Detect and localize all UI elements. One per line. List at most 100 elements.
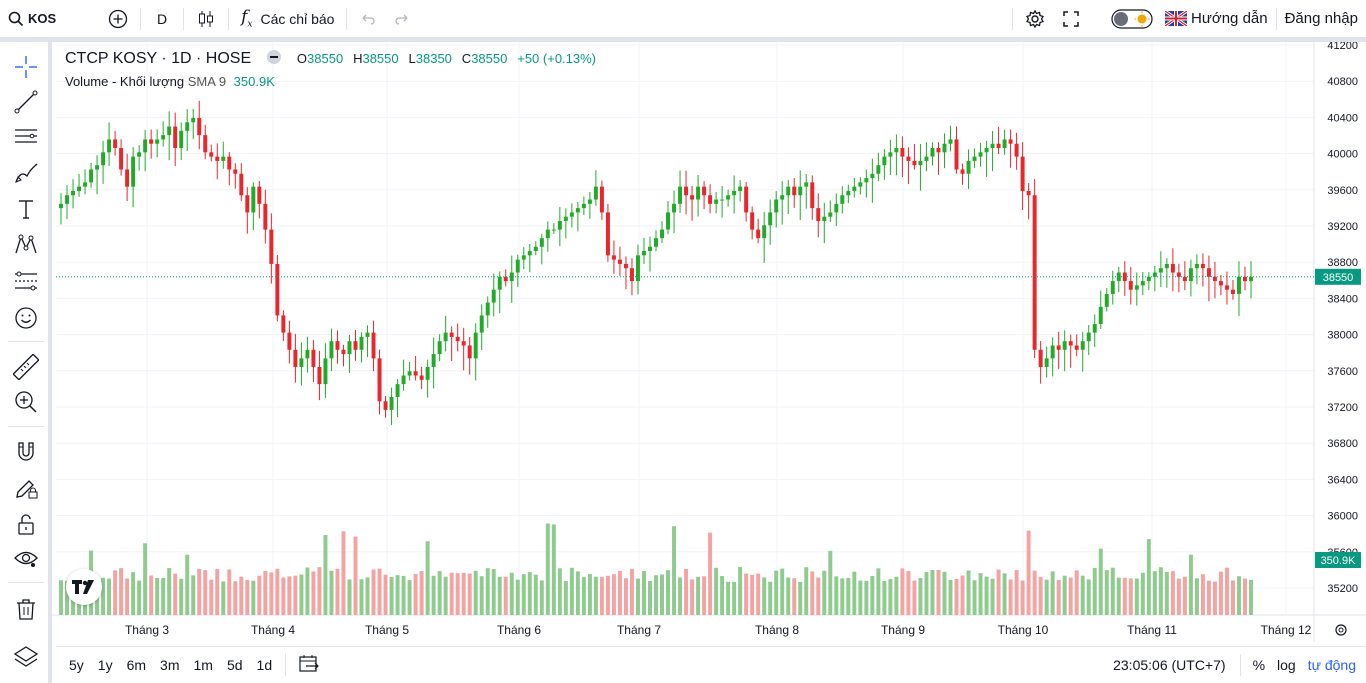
guide-label: Hướng dẫn [1191, 10, 1268, 27]
compare-button[interactable] [100, 0, 136, 38]
volume-bar [786, 577, 791, 615]
volume-bar [611, 574, 616, 615]
candle-body [774, 199, 779, 213]
volume-bar [1086, 579, 1091, 615]
candle-body [227, 156, 232, 170]
magnet-icon [18, 442, 34, 461]
candle-body [449, 332, 454, 337]
crosshair-tool[interactable] [12, 53, 40, 81]
login-label: Đăng nhập [1284, 10, 1358, 27]
magnet-tool[interactable] [12, 438, 40, 466]
sma-value: 350.9K [233, 74, 275, 89]
hide-drawings-tool[interactable] [12, 544, 40, 572]
time-tick-label: Tháng 3 [125, 623, 169, 637]
login-button[interactable]: Đăng nhập [1281, 0, 1366, 38]
zoom-tool[interactable] [12, 388, 40, 416]
symbol-search[interactable]: KOS [0, 0, 100, 38]
candle-body [1008, 139, 1013, 144]
redo-button[interactable] [385, 0, 419, 38]
price-chart[interactable]: 41200 40800 40400 40000 39600 39200 38800 38400… [52, 42, 1366, 642]
price-tick-label: 38800 [1327, 257, 1358, 269]
lock-all-tool[interactable] [12, 510, 40, 538]
divider [1275, 7, 1277, 30]
legend-collapse-button[interactable] [267, 50, 282, 65]
clock-time[interactable]: 23:05:06 (UTC+7) [1113, 657, 1226, 673]
candle-body [684, 186, 689, 196]
percent-toggle[interactable]: % [1252, 657, 1266, 673]
brush-tool[interactable] [12, 159, 40, 187]
axis-settings-icon[interactable] [1335, 624, 1347, 636]
candle-body [323, 358, 328, 385]
candle-body [419, 375, 424, 380]
volume-bar [1020, 580, 1025, 615]
volume-bar [407, 580, 412, 615]
volume-bar [930, 570, 935, 615]
horizontal-lines-tool[interactable] [12, 123, 40, 151]
range-1m[interactable]: 1m [193, 657, 213, 673]
volume-label: Volume - Khối lượng [65, 74, 185, 89]
fullscreen-button[interactable] [1053, 0, 1089, 38]
candle-body [179, 130, 184, 149]
range-5d[interactable]: 5d [226, 657, 243, 673]
trend-line-tool[interactable] [12, 88, 40, 116]
volume-bar [780, 568, 785, 615]
settings-button[interactable] [1017, 0, 1053, 38]
forecast-tool[interactable] [12, 267, 40, 295]
tradingview-logo[interactable] [66, 569, 102, 605]
volume-bar [924, 572, 929, 615]
chart-area[interactable]: 41200 40800 40400 40000 39600 39200 38800 38400… [52, 42, 1366, 642]
candle-body [389, 396, 394, 410]
volume-bar [828, 550, 833, 615]
candle-body [233, 169, 238, 174]
theme-toggle[interactable] [1103, 0, 1161, 38]
volume-bar [1116, 577, 1121, 615]
candle-body [467, 345, 472, 359]
volume-bar [714, 567, 719, 615]
log-toggle[interactable]: log [1277, 657, 1296, 673]
candle-body [912, 160, 917, 166]
volume-bar [563, 581, 568, 615]
indicators-button[interactable]: fx Các chỉ báo [233, 0, 342, 38]
emoji-tool[interactable] [12, 304, 40, 332]
unlock-icon [18, 514, 34, 535]
price-tick-label: 36400 [1327, 474, 1358, 486]
volume-bar [455, 573, 460, 615]
volume-bar [834, 576, 839, 615]
range-5y[interactable]: 5y [69, 657, 84, 673]
interval-label: D [157, 10, 168, 27]
interval-button[interactable]: D [145, 0, 179, 38]
candle-body [89, 169, 94, 183]
chart-type-button[interactable] [188, 0, 224, 38]
auto-scale-toggle[interactable]: tự động [1307, 657, 1356, 673]
volume-bar [443, 576, 448, 615]
volume-bar [1212, 581, 1217, 615]
candle-body [1200, 263, 1205, 269]
candle-body [443, 332, 448, 342]
object-tree-tool[interactable] [12, 643, 40, 671]
measure-tool[interactable] [12, 353, 40, 381]
volume-bar [395, 575, 400, 615]
volume-bar [221, 581, 226, 615]
undo-button[interactable] [351, 0, 385, 38]
range-3m[interactable]: 3m [160, 657, 180, 673]
close-value: 38550 [471, 51, 508, 66]
candle-body [1194, 263, 1199, 269]
volume-bar [365, 577, 370, 615]
volume-bar [275, 568, 280, 615]
guide-link[interactable]: Hướng dẫn [1161, 0, 1272, 38]
fullscreen-icon [1063, 10, 1079, 27]
divider [1239, 654, 1241, 676]
pattern-tool[interactable] [12, 231, 40, 259]
range-6m[interactable]: 6m [126, 657, 147, 673]
goto-date-button[interactable] [292, 654, 326, 677]
text-tool[interactable] [12, 195, 40, 223]
lock-drawing-tool[interactable] [12, 474, 40, 502]
volume-bar [1074, 570, 1079, 615]
range-1d[interactable]: 1d [256, 657, 273, 673]
range-1y[interactable]: 1y [97, 657, 113, 673]
volume-bar [666, 570, 671, 615]
layers-icon [13, 646, 39, 667]
candle-body [59, 203, 63, 209]
volume-bar [449, 572, 454, 615]
remove-drawings-tool[interactable] [12, 595, 40, 623]
